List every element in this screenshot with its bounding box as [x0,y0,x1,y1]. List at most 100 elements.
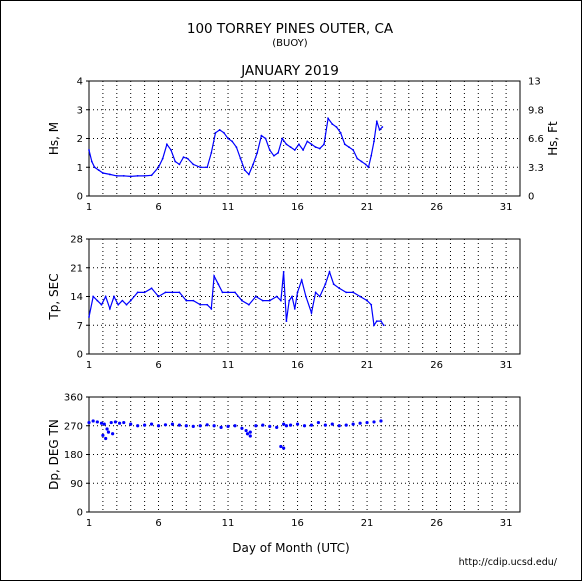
data-point [264,137,267,140]
x-tick-label: 16 [291,202,304,213]
y-tick-label-right: 13 [528,77,541,88]
data-point [136,174,139,177]
y-tick-label-right: 9.8 [528,105,544,116]
data-point [105,427,109,431]
data-point [102,422,106,426]
data-point [213,275,216,277]
data-point [260,134,263,137]
data-point [279,444,283,449]
data-point [222,131,225,134]
data-point [327,117,330,120]
data-point [240,426,244,430]
data-point [170,422,175,426]
data-point [314,291,317,294]
y-tick-label: 21 [70,263,83,274]
data-point [91,419,95,423]
data-point [256,151,259,154]
data-point [117,303,120,306]
x-tick-label: 21 [361,518,374,529]
data-point [231,140,234,143]
data-point [364,163,367,166]
data-point [227,291,229,294]
data-point [248,430,252,434]
data-point [174,160,177,163]
y-tick-label: 90 [70,479,83,490]
data-point [331,123,334,126]
data-point [129,299,132,302]
data-point [219,425,223,429]
data-point [125,303,128,306]
data-point [99,421,104,425]
data-point [370,154,373,157]
x-tick-label: 6 [155,360,161,371]
y-tick-label: 270 [64,421,83,432]
data-point [97,169,100,172]
x-tick-label: 21 [361,360,374,371]
data-point [205,423,209,427]
data-point [298,143,300,146]
data-point [206,166,209,169]
data-point [352,291,355,294]
data-point [302,424,307,428]
x-tick-label: 1 [86,202,92,213]
data-point [199,303,202,306]
month-label: JANUARY 2019 [240,63,339,79]
data-point [382,324,385,327]
data-point [198,424,202,428]
y-tick-label-right: 3.3 [528,163,544,174]
data-point [111,432,115,436]
data-point [121,299,124,302]
data-point [150,174,153,177]
data-point [129,422,133,426]
x-tick-label: 26 [430,360,443,371]
data-point [268,149,271,151]
data-point [367,166,370,169]
data-point [365,420,369,425]
data-point [348,146,350,149]
x-tick-label: 21 [361,202,374,213]
data-point [192,299,195,302]
x-tick-label: 1 [86,360,92,371]
data-point [302,149,305,151]
data-point [247,173,250,176]
data-point [296,291,299,294]
data-point [284,424,289,428]
data-point [104,295,107,298]
data-point [282,270,285,273]
data-point [360,160,363,163]
y-tick-label-right: 6.6 [528,134,544,145]
data-point [381,126,384,128]
data-point [136,291,139,294]
data-point [248,434,252,438]
data-point [143,291,146,294]
data-point [343,143,346,146]
data-point [372,420,376,424]
y-tick-label: 0 [77,192,83,203]
data-point [345,291,348,294]
data-point [109,420,113,425]
data-point [221,291,224,294]
y-tick-label-right: 0 [528,192,534,203]
data-point [143,423,147,427]
y-tick-label: 180 [64,450,83,461]
data-point [106,430,111,434]
data-point [309,423,314,427]
data-point [351,422,355,426]
y-tick-label: 4 [77,77,83,88]
data-point [113,420,118,424]
data-point [277,151,279,154]
data-point [199,166,202,169]
data-point [289,146,292,149]
data-point [157,295,160,298]
data-point [261,299,264,302]
y-axis-label: Hs, M [47,122,61,155]
chart-title: 100 TORREY PINES OUTER, CA [187,21,394,37]
y-tick-label: 28 [70,235,83,246]
data-point [288,299,291,302]
data-point [234,291,236,294]
x-tick-label: 31 [500,360,513,371]
x-axis-label: Day of Month (UTC) [232,541,349,555]
data-point [102,172,104,174]
